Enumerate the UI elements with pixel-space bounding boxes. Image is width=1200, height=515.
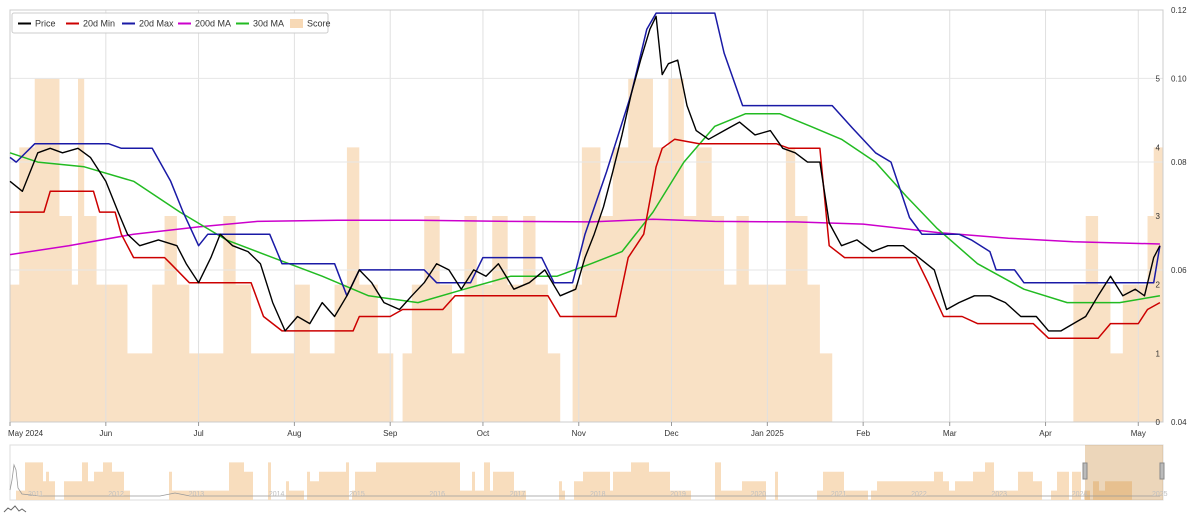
legend-item-score[interactable]: Score xyxy=(290,19,331,29)
navigator[interactable]: 2011 2012 2013 2014 2015 2016 2017 2018 2019 2020… xyxy=(9,444,1168,501)
y-price-tick-label: 0.12 xyxy=(1171,6,1187,15)
x-tick-label: Jul xyxy=(193,429,203,438)
y-score-tick-label: 0 xyxy=(1156,418,1161,427)
x-tick-label: Nov xyxy=(572,429,586,438)
legend-box xyxy=(11,12,329,34)
legend-label: Price xyxy=(35,19,56,29)
series-price-line xyxy=(9,15,1161,332)
y-score-tick-label: 5 xyxy=(1156,75,1161,84)
y-score-tick-label: 1 xyxy=(1156,349,1161,358)
series-20d-max-line xyxy=(9,12,1161,297)
x-tick-label: Mar xyxy=(943,429,957,438)
legend-item-20d-max[interactable]: 20d Max xyxy=(122,19,174,29)
series-20d-min-line xyxy=(10,138,1161,340)
navigator-year-label: 2024 xyxy=(1072,491,1088,498)
legend-label: 30d MA xyxy=(253,19,284,29)
legend-item-30d-ma[interactable]: 30d MA xyxy=(236,19,284,29)
legend-label: 200d MA xyxy=(195,19,231,29)
navigator-year-label: 2017 xyxy=(510,491,526,498)
navigator-year-label: 2020 xyxy=(751,491,767,498)
x-tick-label: Feb xyxy=(856,429,870,438)
x-tick-label: Sep xyxy=(383,429,398,438)
navigator-score-area xyxy=(16,462,1132,500)
x-tick-label: Apr xyxy=(1039,429,1052,438)
x-tick-label: Dec xyxy=(664,429,678,438)
sparkline-icon xyxy=(3,505,27,513)
x-tick-label: Jan 2025 xyxy=(751,429,784,438)
x-tick-label: Jun xyxy=(99,429,112,438)
navigator-year-label: 2015 xyxy=(349,491,365,498)
navigator-year-label: 2011 xyxy=(28,491,43,498)
navigator-price-line xyxy=(9,463,1160,497)
y-price-tick-label: 0.04 xyxy=(1171,418,1187,427)
legend: Price 20d Min 20d Max 200d MA 30d MA Score xyxy=(11,12,331,34)
navigator-year-label: 2014 xyxy=(269,491,285,498)
y-score-tick-label: 2 xyxy=(1156,281,1161,290)
navigator-year-label: 2018 xyxy=(590,491,606,498)
y-score-tick-label: 3 xyxy=(1156,212,1161,221)
x-tick-label: Aug xyxy=(287,429,301,438)
navigator-handle-left[interactable] xyxy=(1082,462,1088,480)
score-area xyxy=(10,78,1163,423)
navigator-year-label: 2019 xyxy=(670,491,686,498)
y-axis-score: 0 1 2 3 4 5 xyxy=(1156,75,1161,427)
legend-label: 20d Max xyxy=(139,19,174,29)
legend-item-price[interactable]: Price xyxy=(18,19,56,29)
x-tick-label: Oct xyxy=(477,429,490,438)
navigator-selection[interactable] xyxy=(1085,445,1163,500)
y-price-tick-label: 0.06 xyxy=(1171,266,1187,275)
legend-item-200d-ma[interactable]: 200d MA xyxy=(178,19,231,29)
navigator-year-label: 2022 xyxy=(911,491,927,498)
x-tick-label: May xyxy=(1131,429,1146,438)
navigator-year-label: 2023 xyxy=(991,491,1007,498)
navigator-handle-right[interactable] xyxy=(1159,462,1165,480)
navigator-year-label: 2013 xyxy=(189,491,205,498)
navigator-year-label: 2025 xyxy=(1152,491,1168,498)
y-score-tick-label: 4 xyxy=(1156,143,1161,152)
legend-swatch xyxy=(290,19,303,28)
navigator-year-label: 2012 xyxy=(108,491,124,498)
y-price-tick-label: 0.10 xyxy=(1171,74,1187,83)
x-tick-label: May 2024 xyxy=(8,429,44,438)
plot-border xyxy=(9,9,1164,423)
navigator-year-label: 2021 xyxy=(831,491,847,498)
legend-label: 20d Min xyxy=(83,19,115,29)
legend-label: Score xyxy=(307,19,331,29)
x-axis: May 2024 Jun Jul Aug Sep Oct Nov Dec Jan 2025 Feb… xyxy=(8,422,1146,438)
legend-item-20d-min[interactable]: 20d Min xyxy=(66,19,115,29)
y-axis-price: 0.04 0.06 0.08 0.10 0.12 xyxy=(1171,6,1187,427)
y-price-tick-label: 0.08 xyxy=(1171,158,1187,167)
navigator-year-label: 2016 xyxy=(429,491,445,498)
